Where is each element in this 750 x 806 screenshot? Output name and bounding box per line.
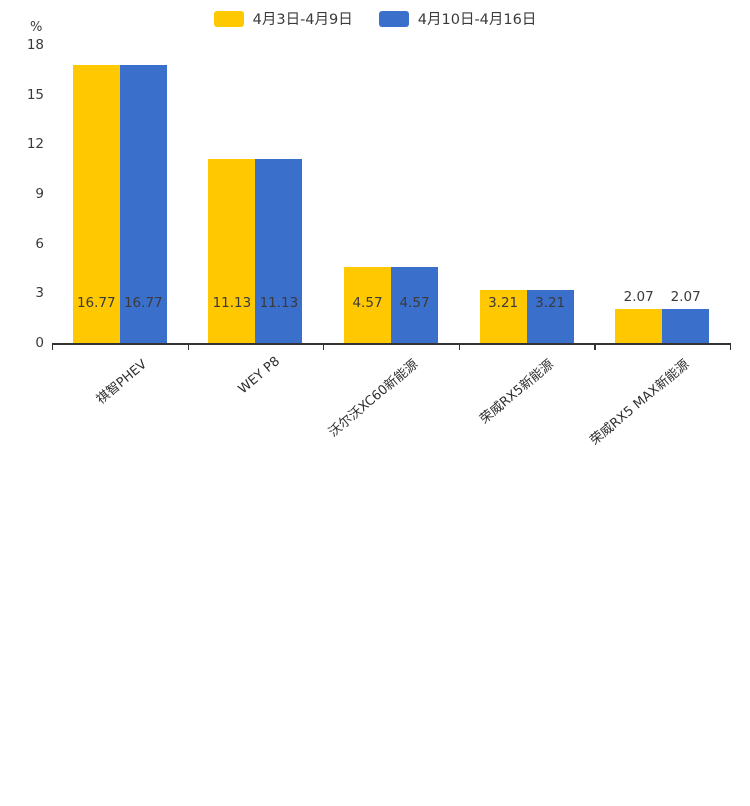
x-axis-tickmark xyxy=(187,343,189,350)
bar-series-1[interactable]: 2.07 xyxy=(615,289,663,343)
y-axis-tick-label: 18 xyxy=(26,37,44,53)
legend-swatch-series-1 xyxy=(213,10,244,27)
x-axis-tickmark xyxy=(323,343,325,350)
y-axis-tick-label: 12 xyxy=(26,136,44,153)
chart-legend: 4月3日-4月9日 4月10日-4月16日 xyxy=(0,8,750,29)
bar-chart: 4月3日-4月9日 4月10日-4月16日 % 0 3 6 9 12 15 18 16.77… xyxy=(0,8,750,448)
bar-value-label: 11.13 xyxy=(259,295,299,311)
plot-area: 16.77 16.77 11.13 11.13 4.57 4.57 3.21 3.21 2.07… xyxy=(52,45,730,343)
bar-value-label: 11.13 xyxy=(212,295,252,311)
x-axis-line xyxy=(52,343,731,345)
bar-value-label: 2.07 xyxy=(670,288,701,305)
bar-series-2[interactable]: 16.77 xyxy=(119,65,167,343)
bar-value-label: 16.77 xyxy=(123,295,163,311)
x-axis-category-label: WEY P8 xyxy=(235,354,284,398)
x-axis-tickmark xyxy=(458,343,460,350)
y-axis-tick-label: 3 xyxy=(35,285,44,302)
legend-item-series-2[interactable]: 4月10日-4月16日 xyxy=(378,8,537,29)
x-axis-tickmark xyxy=(594,343,596,350)
bar-series-2[interactable]: 3.21 xyxy=(526,289,574,343)
bar-value-label: 16.77 xyxy=(76,295,116,311)
legend-label-series-1: 4月3日-4月9日 xyxy=(252,12,353,28)
y-axis-tick-label: 6 xyxy=(35,235,44,252)
legend-swatch-series-2 xyxy=(378,10,409,27)
bar-series-1[interactable]: 3.21 xyxy=(479,289,527,343)
legend-item-series-1[interactable]: 4月3日-4月9日 xyxy=(213,8,353,29)
bar-value-label: 4.57 xyxy=(352,295,383,311)
bar-series-1[interactable]: 4.57 xyxy=(344,267,391,343)
y-axis-tick-labels: 0 3 6 9 12 15 18 xyxy=(0,37,44,351)
bar-series-2[interactable]: 11.13 xyxy=(255,158,303,343)
bar-series-2[interactable]: 2.07 xyxy=(662,289,710,343)
bar-series-1[interactable]: 16.77 xyxy=(72,65,120,343)
y-axis-tick-label: 9 xyxy=(35,186,44,202)
x-axis-tickmark xyxy=(730,343,732,350)
bar-value-label: 2.07 xyxy=(623,288,654,305)
bar-series-1[interactable]: 11.13 xyxy=(208,158,256,343)
x-axis-tickmark xyxy=(52,343,54,350)
x-axis-category-label: 沃尔沃XC60新能源 xyxy=(326,357,422,441)
legend-label-series-2: 4月10日-4月16日 xyxy=(417,12,537,28)
x-axis-category-label: 荣威RX5 MAX新能源 xyxy=(587,357,693,449)
y-axis-tick-label: 0 xyxy=(35,335,44,351)
bar-value-label: 3.21 xyxy=(535,295,566,311)
bar-value-label: 3.21 xyxy=(488,295,519,311)
y-axis-tick-label: 15 xyxy=(26,86,44,103)
y-axis-unit-label: % xyxy=(30,20,43,35)
bar-series-2[interactable]: 4.57 xyxy=(391,267,438,343)
bar-value-label: 4.57 xyxy=(399,295,430,311)
x-axis-category-label: 祺智PHEV xyxy=(93,357,151,408)
